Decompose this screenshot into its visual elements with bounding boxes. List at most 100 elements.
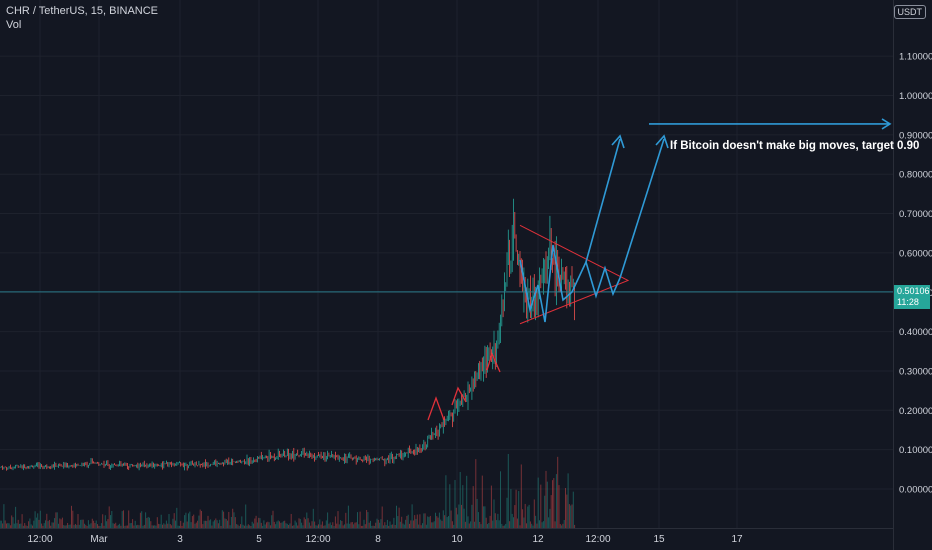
volume-bar [223,511,225,528]
volume-bar [182,522,184,528]
volume-bar [29,518,31,528]
volume-bar [69,524,71,528]
volume-bar [12,517,14,528]
volume-bar [445,475,447,528]
volume-bar [169,524,171,528]
volume-bar [318,524,319,528]
volume-bar [360,525,362,528]
volume-bar [37,513,39,528]
volume-bar [8,523,10,528]
volume-bar [86,525,88,528]
volume-bar [312,508,314,528]
volume-bar [479,521,481,528]
volume-bar [359,511,361,528]
breakout-arrow [585,138,621,263]
volume-bar [559,524,561,528]
price-tick-label: 0.30000 [899,366,932,377]
volume-bar [197,520,199,528]
volume-bar [165,520,167,528]
volume-bar [152,525,154,528]
volume-bar [371,525,373,528]
volume-bar [240,524,241,528]
volume-bar [399,521,401,528]
volume-bar [215,518,217,528]
volume-bar [509,521,511,528]
volume-bar [294,520,296,528]
volume-bar [321,521,323,528]
volume-bar [549,508,551,528]
volume-bar [535,515,537,528]
volume-bar [28,521,30,528]
volume-bar [432,522,434,528]
arrow-head [655,134,669,149]
volume-bar [409,523,410,528]
volume-bar [4,520,6,528]
wave-marker [427,396,445,421]
price-axis[interactable]: 1.10000 1.00000 0.90000 0.80000 0.70000 0.600… [893,0,932,550]
volume-bar [531,523,533,528]
volume-bar [331,525,332,528]
volume-bar [570,505,572,528]
volume-bar [219,519,221,528]
volume-bar [344,524,345,528]
volume-bar [516,518,518,528]
volume-bar [2,523,4,528]
volume-bar [121,511,123,528]
volume-bar [462,485,464,528]
volume-bar [571,504,573,528]
volume-bar [164,524,166,528]
time-tick-label: 5 [256,534,262,545]
volume-bar [87,520,89,528]
volume-bar [329,522,331,528]
time-tick-label: 12:00 [27,534,52,545]
currency-badge[interactable]: USDT [893,5,926,19]
volume-bar [246,525,248,528]
volume-bar [440,519,442,528]
volume-bar [275,524,277,528]
volume-bar [518,491,520,528]
volume-bar [147,516,149,528]
volume-bar [99,525,101,528]
volume-bar [477,512,479,528]
volume-bar [279,521,280,528]
volume-bar [450,510,452,528]
volume-bar [438,512,440,528]
volume-bar [303,517,305,528]
volume-bar [33,520,35,528]
volume-bar [446,517,448,528]
price-tick-label: 0.20000 [899,406,932,417]
volume-bar [273,521,275,528]
volume-bar [108,506,110,528]
volume-bar [463,508,465,528]
volume-bar [146,517,148,528]
volume-bar [34,511,36,528]
volume-bar [289,523,291,528]
price-candles [0,198,575,471]
volume-bar [202,524,204,528]
volume-bar [311,521,313,528]
volume-bar [55,512,57,528]
volume-bar [428,517,430,528]
volume-bar [492,520,494,528]
volume-bar [102,514,104,528]
volume-bar [314,521,316,528]
volume-indicator-label[interactable]: Vol [6,19,22,31]
symbol-title[interactable]: CHR / TetherUS, 15, BINANCE [6,5,159,17]
volume-bar [546,481,548,528]
volume-bar [100,523,102,528]
volume-bar [557,456,559,528]
volume-bar [138,525,140,528]
volume-bar [82,519,84,528]
chart-drawings[interactable] [427,118,892,421]
volume-bar [397,516,399,528]
time-axis[interactable]: 12:00 Mar 3 5 12:00 8 10 12 12:00 15 17 [27,534,743,545]
volume-bar [158,523,160,528]
volume-bar [302,525,304,528]
volume-bar [141,511,143,528]
volume-bar [562,523,564,528]
volume-bar [513,517,514,528]
volume-bar [54,518,56,528]
last-price-value: 0.50106 [897,286,930,296]
volume-bar [42,525,44,528]
